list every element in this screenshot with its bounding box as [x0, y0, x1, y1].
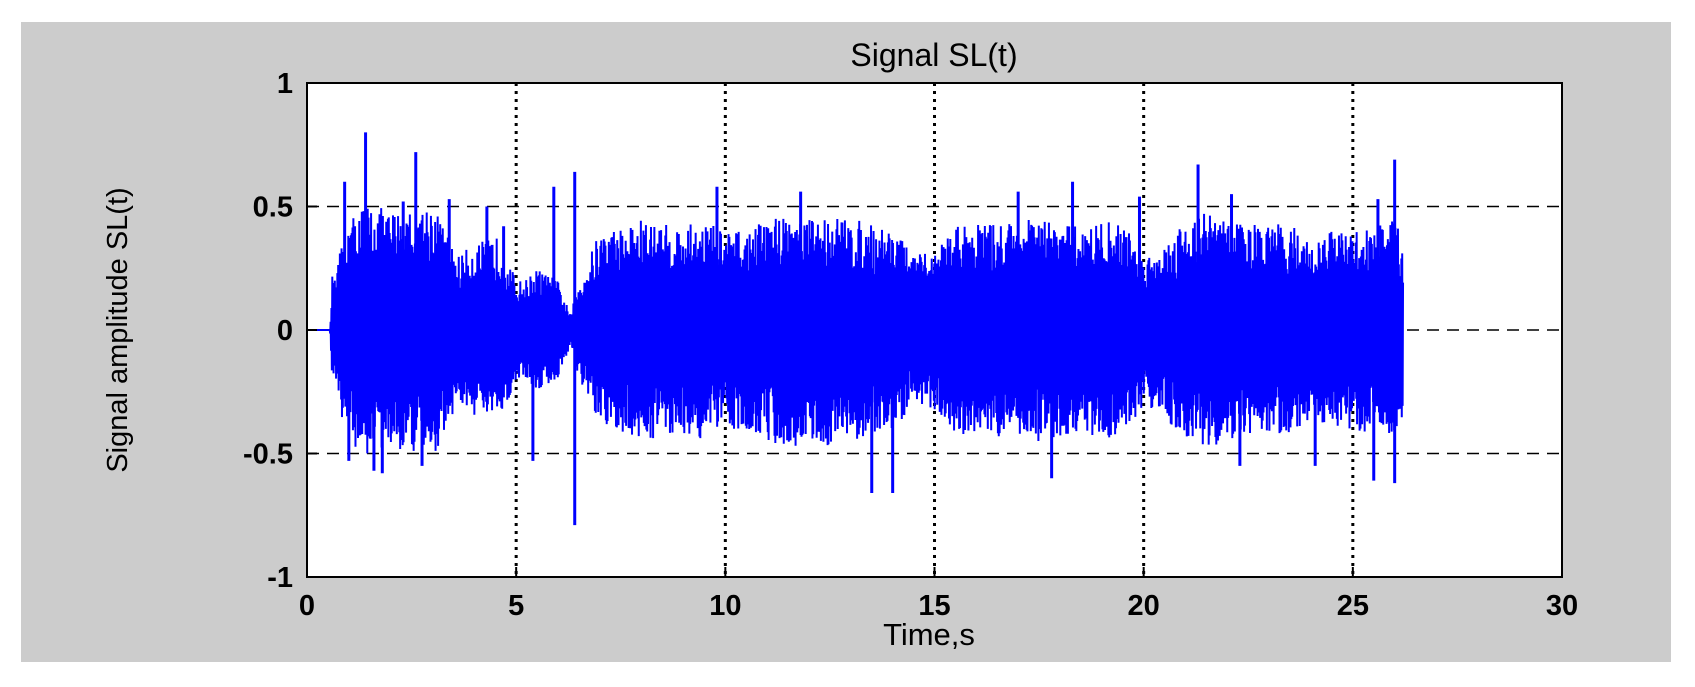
y-tick-label: 0	[277, 315, 293, 347]
x-tick-label: 15	[918, 590, 950, 622]
x-tick-label: 0	[299, 590, 315, 622]
signal-waveform	[307, 208, 1405, 454]
x-tick-label: 25	[1337, 590, 1369, 622]
y-axis-label: Signal amplitude SL(t)	[102, 187, 134, 472]
signal-trace	[307, 132, 1405, 526]
tick-layer: 0 5 10 15 20 25 30 -1 -0.5 0 0.5 1	[243, 68, 1578, 622]
x-tick-label: 30	[1546, 590, 1578, 622]
y-tick-label: 0.5	[253, 192, 293, 224]
x-axis-label: Time,s	[883, 617, 975, 652]
x-tick-label: 20	[1128, 590, 1160, 622]
x-tick-label: 5	[508, 590, 524, 622]
y-tick-label: -1	[267, 562, 293, 594]
y-tick-label: 1	[277, 68, 293, 100]
y-tick-label: -0.5	[243, 439, 293, 471]
chart-title: Signal SL(t)	[850, 37, 1017, 73]
x-tick-label: 10	[709, 590, 741, 622]
